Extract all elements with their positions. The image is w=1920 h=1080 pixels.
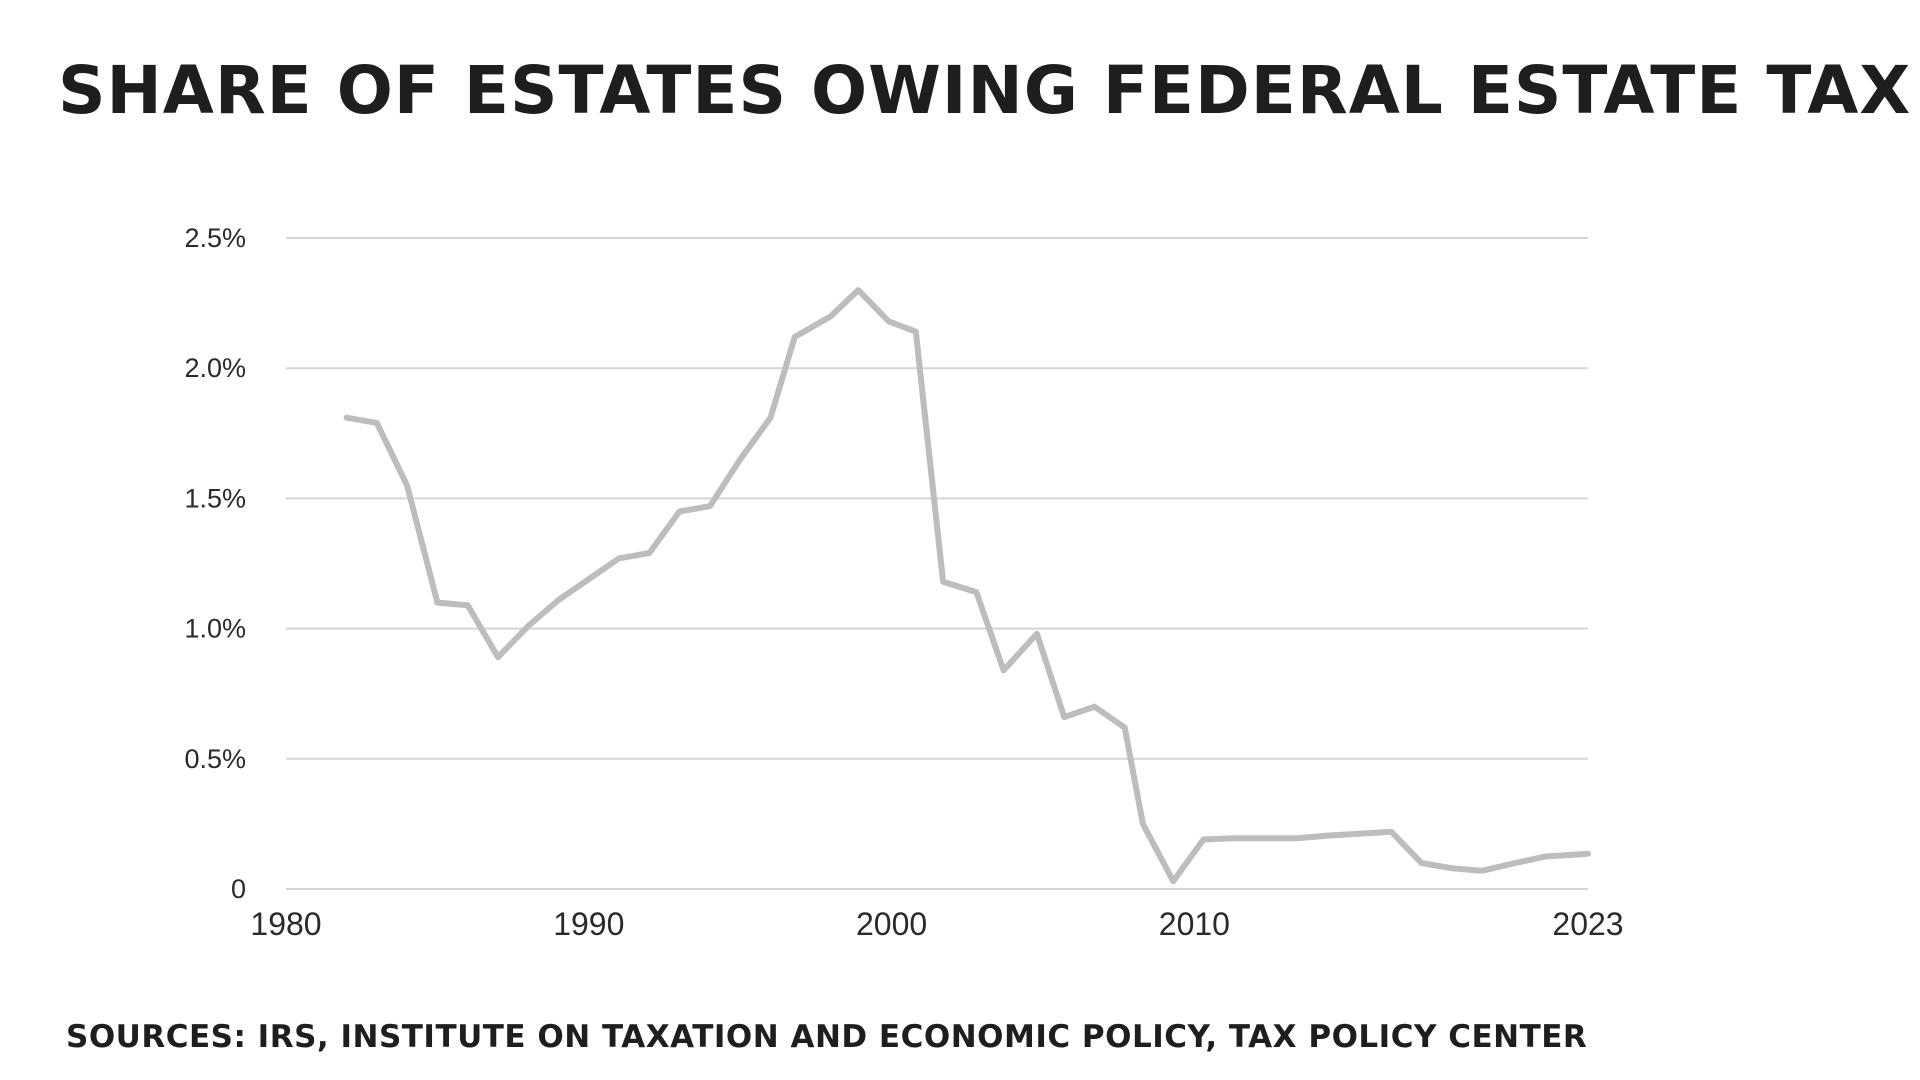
data-point xyxy=(495,654,501,660)
data-point xyxy=(374,420,380,426)
data-point xyxy=(1449,865,1455,871)
data-point xyxy=(886,318,892,324)
data-point xyxy=(586,576,592,582)
data-point xyxy=(434,600,440,606)
grid-lines xyxy=(286,237,1588,890)
data-point xyxy=(792,334,798,340)
data-point xyxy=(1543,853,1549,859)
data-point xyxy=(616,555,622,561)
x-tick-label: 1990 xyxy=(553,906,624,942)
data-point xyxy=(1512,860,1518,866)
data-point xyxy=(855,287,861,293)
x-tick-label: 2010 xyxy=(1159,906,1230,942)
x-tick-label: 1980 xyxy=(250,906,321,942)
source-note: SOURCES: IRS, INSTITUTE ON TAXATION AND … xyxy=(66,1019,1588,1055)
data-point xyxy=(1585,851,1591,857)
data-point xyxy=(1001,667,1007,673)
series-group xyxy=(343,287,1591,885)
data-point xyxy=(1170,878,1176,884)
y-tick-label: 0.5% xyxy=(184,744,246,774)
data-point xyxy=(1122,725,1128,731)
data-point xyxy=(1388,829,1394,835)
series-line-0 xyxy=(343,287,1591,885)
y-axis-ticks: 0 0.5% 1.0% 1.5% 2.0% 2.5% xyxy=(184,223,246,904)
data-point xyxy=(1479,868,1485,874)
data-point xyxy=(646,550,652,556)
data-point xyxy=(1231,835,1237,841)
chart-title: SHARE OF ESTATES OWING FEDERAL ESTATE TA… xyxy=(58,52,1912,129)
y-tick-label: 2.5% xyxy=(184,223,246,253)
data-point xyxy=(913,329,919,335)
x-axis-ticks: 1980 1990 2000 2010 2023 xyxy=(250,906,1623,942)
y-tick-label: 0 xyxy=(231,874,246,904)
data-point xyxy=(828,313,834,319)
data-point xyxy=(677,508,683,514)
x-tick-label: 2023 xyxy=(1552,906,1623,942)
data-point xyxy=(940,579,946,585)
y-tick-label: 2.0% xyxy=(184,353,246,383)
data-point xyxy=(556,597,562,603)
data-point xyxy=(525,623,531,629)
data-point xyxy=(1034,631,1040,637)
data-point xyxy=(1091,704,1097,710)
data-point xyxy=(1200,837,1206,843)
data-point xyxy=(1325,833,1331,839)
x-tick-label: 2000 xyxy=(856,906,927,942)
data-point xyxy=(1061,714,1067,720)
y-tick-label: 1.5% xyxy=(184,483,246,513)
data-point xyxy=(1140,821,1146,827)
data-point xyxy=(465,602,471,608)
data-point xyxy=(404,482,410,488)
data-point xyxy=(737,456,743,462)
y-tick-label: 1.0% xyxy=(184,614,246,644)
data-point xyxy=(767,415,773,421)
data-point xyxy=(1418,860,1424,866)
data-point xyxy=(344,415,350,421)
data-point xyxy=(1294,835,1300,841)
data-point xyxy=(973,589,979,595)
data-point xyxy=(707,503,713,509)
